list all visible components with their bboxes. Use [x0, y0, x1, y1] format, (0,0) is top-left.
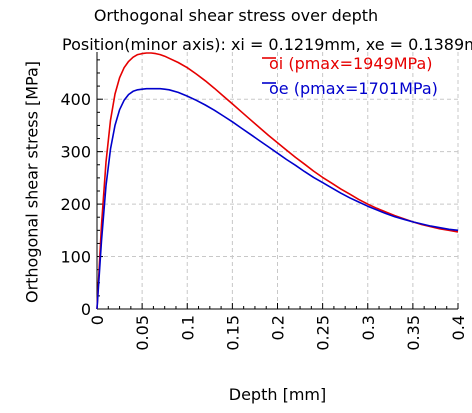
y-tick-label: 100: [60, 248, 91, 267]
x-tick-label: 0.15: [223, 315, 242, 351]
series-line-2: [96, 87, 459, 310]
y-tick-label: 400: [60, 90, 91, 109]
x-tick-label: 0.2: [269, 315, 288, 340]
x-tick-label: 0.4: [449, 315, 468, 340]
x-tick-label: 0.3: [359, 315, 378, 340]
x-tick-label: 0.25: [314, 315, 333, 351]
legend-label: oi (pmax=1949MPa): [269, 54, 432, 73]
chart-subtitle: Position(minor axis): xi = 0.1219mm, xe …: [62, 35, 472, 54]
x-tick-label: 0.35: [404, 315, 423, 351]
legend-label: oe (pmax=1701MPa): [269, 79, 438, 98]
x-tick-label: 0: [88, 315, 107, 325]
series-line-1: [96, 52, 459, 310]
y-tick-label: 200: [60, 195, 91, 214]
x-axis-label: Depth [mm]: [228, 385, 327, 404]
chart-title: Orthogonal shear stress over depth: [93, 6, 379, 25]
x-tick-label: 0.1: [178, 315, 197, 340]
x-tick-label: 0.05: [133, 315, 152, 351]
y-tick-label: 0: [81, 300, 91, 319]
y-tick-label: 300: [60, 143, 91, 162]
